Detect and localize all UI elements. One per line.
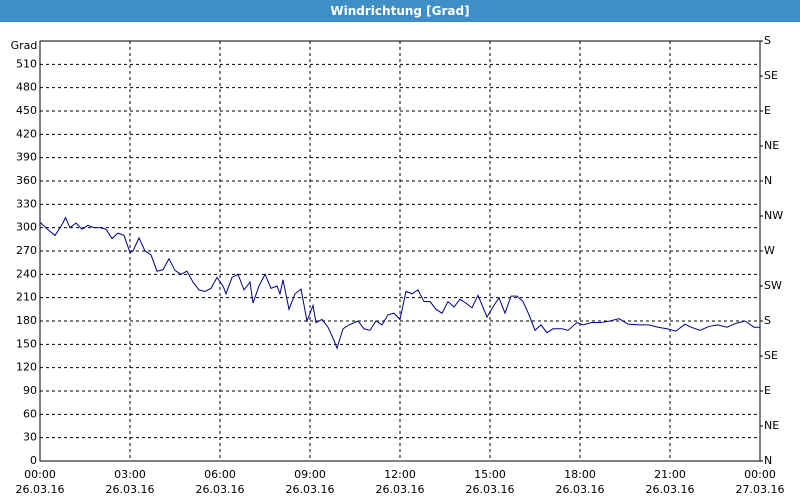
y-tick-label: 510 <box>16 57 37 70</box>
y2-tick-label: SE <box>764 349 778 362</box>
x-tick-label: 12:00 <box>384 468 416 481</box>
y2-tick-label: NE <box>764 139 779 152</box>
x-tick-label: 21:00 <box>654 468 686 481</box>
x-tick-label: 03:00 <box>114 468 146 481</box>
y-tick-label: 330 <box>16 197 37 210</box>
x-tick-label: 00:00 <box>24 468 56 481</box>
y-tick-label: 0 <box>30 454 37 467</box>
y-tick-label: 180 <box>16 314 37 327</box>
x-tick-date: 26.03.16 <box>556 483 605 496</box>
x-tick-date: 26.03.16 <box>286 483 335 496</box>
y2-tick-label: N <box>764 174 772 187</box>
y-tick-label: 150 <box>16 337 37 350</box>
y2-tick-label: NW <box>764 209 783 222</box>
x-tick-date: 26.03.16 <box>466 483 515 496</box>
y-tick-label: 240 <box>16 267 37 280</box>
y-axis-label: Grad <box>11 39 38 52</box>
y-tick-label: 480 <box>16 81 37 94</box>
x-tick-date: 26.03.16 <box>16 483 65 496</box>
x-tick-label: 09:00 <box>294 468 326 481</box>
y-tick-label: 390 <box>16 151 37 164</box>
y-tick-label: 360 <box>16 174 37 187</box>
x-tick-label: 06:00 <box>204 468 236 481</box>
y-tick-label: 420 <box>16 127 37 140</box>
y2-tick-label: S <box>764 314 771 327</box>
x-tick-date: 27.03.16 <box>736 483 785 496</box>
y-tick-label: 270 <box>16 244 37 257</box>
y-tick-label: 120 <box>16 361 37 374</box>
x-tick-date: 26.03.16 <box>646 483 695 496</box>
plot-frame <box>39 40 761 462</box>
x-tick-label: 18:00 <box>564 468 596 481</box>
y2-tick-label: E <box>764 104 771 117</box>
y2-tick-label: S <box>764 34 771 47</box>
y-tick-label: 30 <box>23 431 37 444</box>
y-tick-label: 60 <box>23 407 37 420</box>
y2-tick-label: SW <box>764 279 782 292</box>
x-tick-label: 00:00 <box>744 468 776 481</box>
y-tick-label: 210 <box>16 291 37 304</box>
line-series <box>39 216 760 350</box>
title-bar: Windrichtung [Grad] <box>0 0 800 22</box>
y-tick-label: 90 <box>23 384 37 397</box>
y-tick-label: 300 <box>16 221 37 234</box>
y-tick-label: 450 <box>16 104 37 117</box>
x-tick-date: 26.03.16 <box>196 483 245 496</box>
y2-tick-label: NE <box>764 419 779 432</box>
x-tick-date: 26.03.16 <box>376 483 425 496</box>
y2-tick-label: W <box>764 244 775 257</box>
y2-tick-label: E <box>764 384 771 397</box>
x-tick-date: 26.03.16 <box>106 483 155 496</box>
y2-tick-label: N <box>764 454 772 467</box>
x-tick-label: 15:00 <box>474 468 506 481</box>
y2-tick-label: SE <box>764 69 778 82</box>
